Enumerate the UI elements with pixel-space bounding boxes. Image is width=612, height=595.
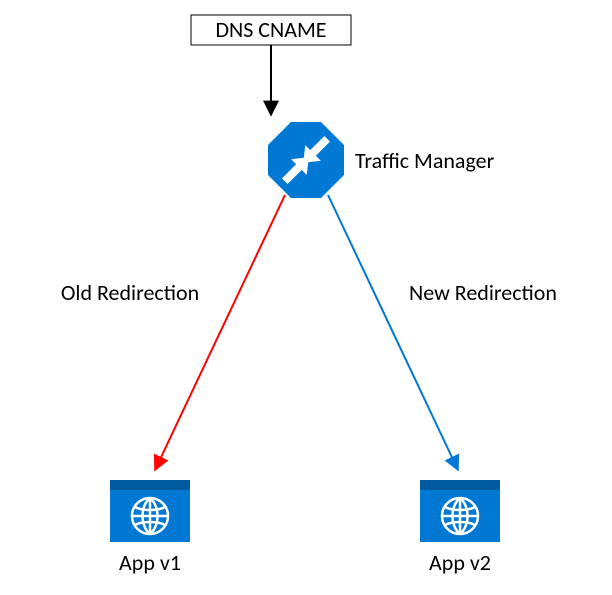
diagram-canvas: DNS CNAME Traffic Manager [0, 0, 612, 595]
edge-old-redirection [155, 195, 285, 470]
traffic-manager-icon [268, 122, 344, 198]
dns-node: DNS CNAME [191, 15, 351, 45]
old-redirection-label: Old Redirection [61, 279, 199, 306]
dns-label: DNS CNAME [215, 16, 326, 43]
traffic-manager-node: Traffic Manager [268, 122, 495, 198]
app-v1-node: App v1 [110, 480, 190, 576]
web-app-icon [420, 480, 500, 542]
app-v2-node: App v2 [420, 480, 500, 576]
app-v2-label: App v2 [429, 549, 491, 576]
traffic-manager-label: Traffic Manager [355, 147, 495, 174]
edge-new-redirection [328, 195, 458, 470]
app-v1-label: App v1 [119, 549, 181, 576]
new-redirection-label: New Redirection [409, 279, 557, 306]
web-app-icon [110, 480, 190, 542]
